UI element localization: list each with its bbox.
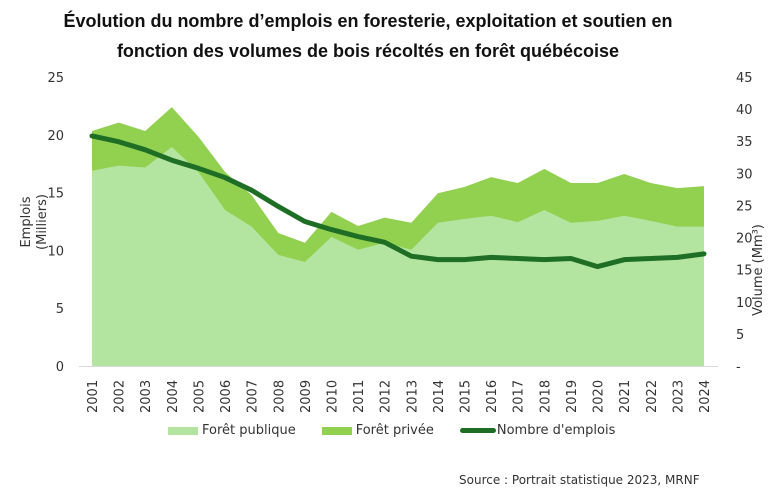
x-tick-label: 2015 (459, 380, 474, 413)
x-tick-label: 2019 (565, 380, 580, 413)
right-tick-label: - (736, 360, 741, 375)
right-tick-label: 5 (736, 328, 744, 343)
right-tick-label: 25 (736, 199, 753, 214)
right-tick-label: 20 (736, 232, 753, 247)
right-tick-label: 40 (736, 103, 753, 118)
x-tick-label: 2009 (299, 380, 314, 413)
x-tick-label: 2003 (139, 380, 154, 413)
source-note: Source : Portrait statistique 2023, MRNF (459, 473, 700, 487)
right-tick-label: 45 (736, 71, 753, 86)
right-tick-label: 30 (736, 167, 753, 182)
chart-title-line2: fonction des volumes de bois récoltés en… (116, 41, 620, 61)
left-tick-label: 25 (47, 71, 64, 86)
chart-title: Évolution du nombre d’emplois en foreste… (0, 6, 736, 66)
x-tick-label: 2024 (698, 380, 713, 413)
x-tick-label: 2012 (379, 380, 394, 413)
x-tick-label: 2011 (352, 380, 367, 413)
legend-item-emplois: Nombre d'emplois (459, 423, 616, 438)
line-layer (89, 133, 707, 270)
x-tick-label: 2023 (671, 380, 686, 413)
line-nombre-emplois (89, 133, 707, 270)
legend: Forêt publique Forêt privée Nombre d'emp… (168, 423, 641, 438)
left-tick-label: 5 (56, 302, 64, 317)
left-axis: 0 5 10 15 20 25 (47, 71, 64, 375)
right-axis-title: Volume (Mm³) (751, 224, 766, 316)
legend-item-public: Forêt publique (168, 423, 296, 438)
x-tick-label: 2017 (512, 380, 527, 413)
x-tick-label: 2021 (618, 380, 633, 413)
x-tick-label: 2002 (113, 380, 128, 413)
x-tick-label: 2008 (272, 380, 287, 413)
left-tick-label: 20 (47, 129, 64, 144)
chart-title-line1: Évolution du nombre d’emplois en foreste… (63, 11, 673, 31)
x-tick-label: 2022 (645, 380, 660, 413)
x-tick-label: 2006 (219, 380, 234, 413)
legend-item-private: Forêt privée (321, 423, 434, 438)
legend-swatch-public (168, 426, 198, 435)
x-tick-label: 2018 (538, 380, 553, 413)
x-tick-label: 2013 (405, 380, 420, 413)
right-axis: - 5 10 15 20 25 30 35 40 45 (736, 71, 753, 375)
right-tick-label: 35 (736, 135, 753, 150)
left-tick-label: 0 (56, 360, 64, 375)
legend-swatch-private (321, 426, 352, 435)
right-tick-label: 10 (736, 296, 753, 311)
x-tick-label: 2005 (192, 380, 207, 413)
legend-label-emplois: Nombre d'emplois (496, 423, 616, 438)
left-tick-label: 10 (47, 244, 64, 259)
x-tick-label: 2020 (592, 380, 607, 413)
left-axis-title-line1: Emplois (19, 196, 34, 247)
x-tick-label: 2004 (166, 380, 181, 413)
left-axis-title-line2: (Milliers) (35, 194, 50, 250)
x-tick-label: 2016 (485, 380, 500, 413)
x-tick-label: 2007 (246, 380, 261, 413)
x-axis: 2001 2002 2003 2004 2005 2006 2007 2008 2009 2010… (86, 380, 713, 413)
legend-label-private: Forêt privée (355, 423, 434, 438)
left-tick-label: 15 (47, 187, 64, 202)
right-tick-label: 15 (736, 264, 753, 279)
x-tick-label: 2014 (432, 380, 447, 413)
x-tick-label: 2001 (86, 380, 101, 413)
area-foret-publique (92, 147, 704, 366)
legend-swatch-emplois (459, 428, 496, 433)
areas-layer (92, 107, 704, 366)
x-tick-label: 2010 (325, 380, 340, 413)
legend-label-public: Forêt publique (202, 423, 296, 438)
